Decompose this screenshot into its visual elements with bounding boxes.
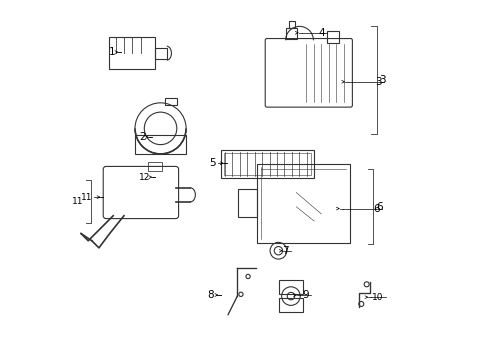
Text: 9: 9 — [302, 290, 308, 300]
Bar — [148, 162, 162, 171]
Text: 6: 6 — [375, 202, 382, 212]
Text: 12: 12 — [138, 173, 149, 182]
Bar — [288, 21, 294, 27]
Text: 2: 2 — [140, 132, 146, 142]
Text: 11: 11 — [71, 197, 83, 206]
Bar — [279, 280, 302, 294]
Bar — [238, 189, 257, 217]
Text: 8: 8 — [207, 290, 214, 300]
Text: 10: 10 — [371, 293, 383, 302]
Text: 4: 4 — [318, 28, 324, 38]
Text: 6: 6 — [373, 203, 380, 213]
Bar — [285, 27, 297, 39]
Bar — [279, 298, 302, 312]
Text: 7: 7 — [282, 246, 288, 256]
Text: 1: 1 — [109, 47, 116, 57]
Bar — [257, 164, 349, 243]
Text: 5: 5 — [209, 158, 216, 168]
Text: 11: 11 — [81, 193, 93, 202]
Bar — [155, 48, 166, 59]
Bar — [108, 37, 155, 69]
Bar — [165, 98, 177, 105]
Bar — [326, 31, 338, 42]
Bar — [135, 135, 186, 154]
Bar — [224, 153, 311, 175]
Bar — [221, 150, 313, 178]
Text: 3: 3 — [375, 77, 381, 87]
Text: 3: 3 — [379, 75, 386, 85]
